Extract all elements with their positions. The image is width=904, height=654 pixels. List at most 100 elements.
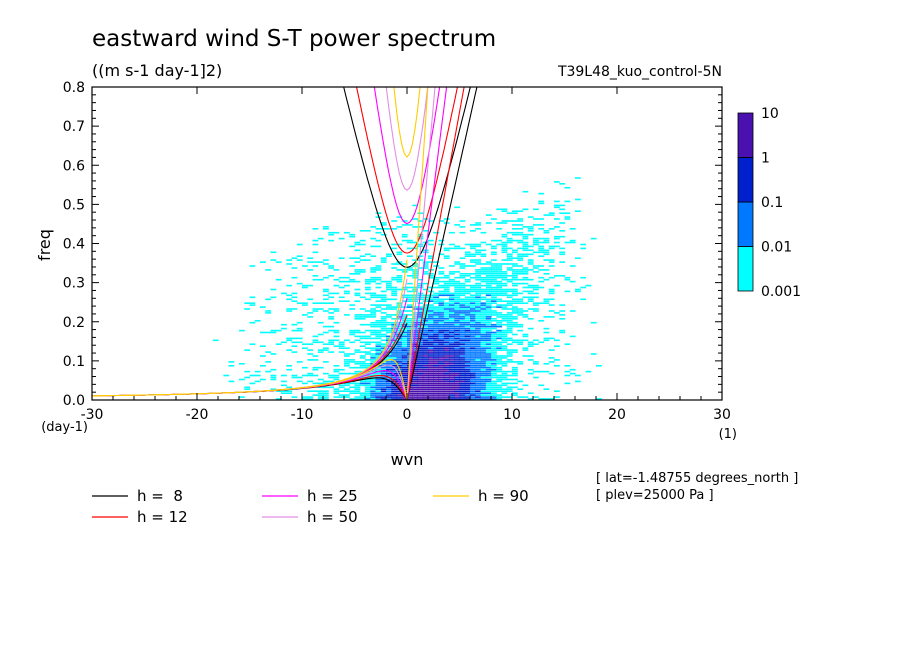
power-cell [359,355,366,357]
power-cell [485,327,492,330]
power-cell [375,304,382,306]
power-cell [354,257,361,259]
power-cell [459,337,466,340]
power-cell [512,228,518,230]
power-cell [375,384,382,387]
power-cell [470,372,476,375]
power-cell [512,273,518,275]
power-cell [464,304,471,306]
power-cell [328,302,335,304]
power-cell [454,374,461,377]
power-cell [375,341,382,344]
power-cell [496,267,503,269]
power-cell [380,312,387,314]
power-cell [496,300,503,302]
power-cell [517,241,524,244]
power-cell [491,267,497,269]
power-cell [454,370,461,373]
power-cell [501,288,508,291]
power-cell [533,218,539,220]
power-cell [296,376,303,379]
power-cell [286,259,293,261]
power-cell [438,333,445,336]
power-cell [323,349,329,351]
power-cell [449,296,455,299]
power-cell [438,335,445,338]
power-cell [370,361,377,363]
power-cell [333,231,340,234]
power-cell [449,292,455,295]
power-cell [433,353,440,355]
power-cell [464,394,471,396]
power-cell [548,265,555,267]
power-cell [527,392,534,394]
power-cell [517,231,524,234]
power-cell [370,388,377,390]
power-cell [575,374,581,377]
power-cell [480,271,487,273]
power-cell [244,388,251,390]
power-cell [470,382,476,385]
power-cell [354,366,361,369]
power-cell [475,363,481,365]
power-cell [422,218,429,220]
power-cell [454,302,461,304]
power-cell [386,323,392,326]
power-cell [349,233,356,236]
power-cell [454,363,461,365]
power-cell [428,341,434,344]
power-cell [265,312,272,314]
power-cell [302,304,308,306]
power-cell [485,357,492,359]
power-cell [512,306,518,308]
power-cell [512,239,518,242]
power-cell [485,318,492,320]
power-cell [407,241,413,244]
power-cell [407,239,413,242]
power-cell [512,275,518,277]
power-cell [375,335,382,338]
power-cell [338,341,345,344]
power-cell [533,304,539,306]
power-cell [386,372,392,375]
power-cell [391,327,398,330]
power-cell [480,349,487,351]
power-cell [291,296,298,299]
power-cell [401,335,408,338]
power-cell [491,275,497,277]
power-cell [475,323,481,326]
power-cell [359,374,366,377]
power-cell [359,269,366,271]
power-cell [491,341,497,344]
power-cell [438,280,445,283]
power-cell [270,378,277,381]
power-cell [422,306,429,308]
power-cell [459,341,466,344]
power-cell [317,386,324,389]
power-cell [407,323,413,326]
power-cell [512,372,518,375]
colorbar-swatch [737,201,754,247]
power-cell [517,310,524,312]
power-cell [548,372,555,375]
power-cell [412,386,419,389]
power-cell [517,312,524,314]
power-cell [533,376,539,379]
power-cell [491,335,497,338]
power-cell [438,284,445,287]
power-cell [433,329,440,332]
power-cell [401,357,408,359]
power-cell [459,388,466,390]
power-cell [370,271,377,273]
power-cell [501,314,508,316]
power-cell [506,231,513,234]
power-cell [543,327,550,330]
power-cell [407,290,413,293]
power-cell [470,349,476,351]
power-cell [317,398,324,400]
power-cell [422,300,429,302]
power-cell [496,298,503,301]
power-cell [527,261,534,263]
power-cell [464,327,471,330]
power-cell [527,372,534,375]
